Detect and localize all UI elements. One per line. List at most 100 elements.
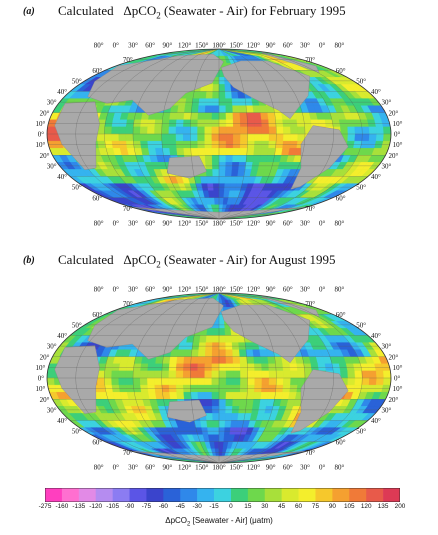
lon-label-bottom: 90°	[266, 219, 276, 227]
lon-label-top: 90°	[266, 42, 276, 50]
lat-label-right: 60°	[336, 194, 346, 202]
ocean-cell	[218, 190, 225, 199]
panel-a-title-prefix: Calculated	[58, 3, 114, 18]
lon-label-bottom: 150°	[195, 463, 209, 471]
ocean-cell	[212, 91, 220, 99]
panel-b-title-sub: 2	[156, 259, 161, 270]
lon-label-bottom: 180°	[212, 219, 226, 227]
ocean-cell	[197, 356, 206, 365]
colorbar-segment	[298, 488, 316, 502]
ocean-cell	[361, 377, 370, 386]
ocean-cell	[118, 370, 127, 379]
colorbar-tick-label: -30	[192, 503, 202, 510]
lat-label-left: 30°	[47, 162, 57, 170]
ocean-cell	[208, 434, 215, 443]
lon-label-bottom: 150°	[230, 463, 244, 471]
lat-label-left: 30°	[47, 406, 57, 414]
ocean-cell	[232, 147, 241, 156]
ocean-cell	[383, 377, 391, 386]
ocean-cell	[224, 169, 233, 177]
ocean-cell	[211, 105, 220, 114]
ocean-cell	[260, 112, 269, 121]
ocean-cell	[225, 133, 234, 142]
colorbar-tick-label: 90	[328, 503, 336, 510]
lat-label-left: 50°	[72, 321, 82, 329]
colorbar-segment	[383, 488, 400, 502]
colorbar-segment	[197, 488, 215, 502]
lon-label-bottom: 120°	[247, 219, 261, 227]
lon-label-top: 30°	[300, 286, 310, 294]
ocean-cell	[204, 356, 213, 365]
ocean-cell	[245, 349, 254, 358]
lat-label-left: 70°	[123, 205, 133, 213]
ocean-cell	[197, 126, 205, 135]
lon-label-top: 0°	[113, 286, 120, 294]
lon-label-top: 90°	[266, 286, 276, 294]
map-august: 80°80°0°0°30°30°60°60°90°90°120°120°150°…	[36, 286, 403, 472]
colorbar-segment	[214, 488, 232, 502]
ocean-cell	[139, 133, 148, 142]
ocean-cell	[260, 356, 269, 365]
ocean-cell	[111, 133, 120, 142]
lon-label-top: 150°	[230, 42, 244, 50]
lon-label-top: 150°	[195, 42, 209, 50]
ocean-cell	[252, 155, 261, 163]
ocean-cell	[204, 155, 213, 163]
ocean-cell	[214, 441, 220, 450]
lon-label-bottom: 0°	[113, 219, 120, 227]
ocean-cell	[197, 112, 206, 121]
ocean-cell	[161, 377, 170, 386]
ocean-cell	[254, 126, 263, 135]
ocean-cell	[47, 370, 55, 379]
land-australia	[166, 399, 207, 423]
panel-a-title-text: Calculated ΔpCO2 (Seawater - Air) for Fe…	[58, 3, 346, 21]
ocean-cell	[204, 112, 213, 121]
ocean-cell	[175, 126, 184, 135]
ocean-cell	[252, 349, 261, 358]
ocean-cell	[211, 349, 220, 358]
land-greenland	[261, 296, 320, 318]
lat-label-right: 60°	[336, 311, 346, 319]
ocean-cell	[239, 356, 248, 365]
colorbar-segment	[45, 488, 63, 502]
ocean-cell	[125, 133, 134, 142]
land-eurasia	[87, 53, 224, 116]
ocean-cell	[347, 377, 356, 386]
lon-label-bottom: 90°	[266, 463, 276, 471]
lon-label-top: 0°	[113, 42, 120, 50]
ocean-cell	[233, 370, 241, 379]
ocean-cell	[204, 399, 213, 407]
colorbar-label-delta: ΔpCO	[165, 516, 188, 525]
ocean-cell	[218, 105, 227, 114]
land-greenland	[261, 52, 320, 74]
ocean-cell	[268, 126, 277, 135]
ocean-cell	[96, 133, 105, 142]
lon-label-bottom: 60°	[283, 463, 293, 471]
ocean-cell	[169, 147, 178, 156]
ocean-cell	[240, 377, 248, 386]
ocean-cell	[175, 133, 184, 142]
ocean-cell	[290, 133, 299, 142]
ocean-cell	[184, 349, 193, 358]
colorbar-ticks: -275 -160 -135 -120 -105 -90 -75 -60 -45 -30 -15 0 1…	[0, 503, 438, 515]
lon-label-top: 0°	[319, 42, 326, 50]
lat-label-left: 10°	[36, 364, 46, 372]
ocean-cell	[290, 370, 299, 379]
ocean-cell	[232, 349, 241, 358]
lon-label-top: 180°	[212, 42, 226, 50]
ocean-cell	[240, 370, 248, 379]
ocean-cell	[354, 133, 363, 142]
ocean-cell	[283, 126, 291, 135]
lat-label-right: 40°	[371, 417, 381, 425]
ocean-cell	[254, 133, 263, 142]
panel-a-title-delta: ΔpCO	[123, 3, 157, 18]
ocean-cell	[260, 391, 269, 400]
lat-label-left: 70°	[123, 449, 133, 457]
colorbar-tick-label: 45	[278, 503, 286, 510]
panel-b-title-delta: ΔpCO	[123, 252, 157, 267]
ocean-cell	[197, 133, 205, 142]
lat-label-left: 20°	[40, 396, 50, 404]
lat-label-left: 10°	[36, 141, 46, 149]
colorbar-segment	[349, 488, 367, 502]
panel-b-title-suffix: (Seawater - Air) for August 1995	[164, 252, 336, 267]
